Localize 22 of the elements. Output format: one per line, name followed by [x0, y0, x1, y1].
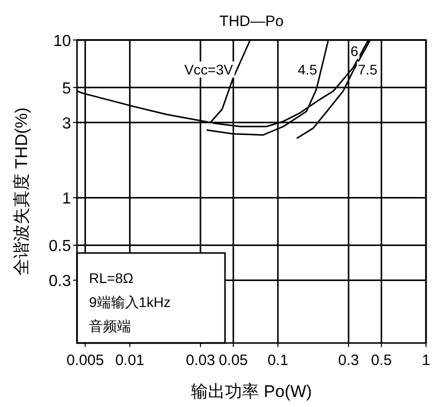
x-tick-label: 0.3: [338, 352, 359, 369]
series-label: 7.5: [358, 62, 378, 78]
x-tick-label: 1: [422, 352, 430, 369]
y-tick-label: 0.5: [48, 238, 72, 256]
y-tick-label: 3: [62, 115, 72, 132]
annotation: RL=8Ω 9端输入1kHz 音频端: [89, 270, 171, 334]
x-tick-label: 0.05: [218, 352, 248, 369]
x-tick-label: 0.005: [66, 352, 104, 369]
y-axis-title: 全谐波失真度 THD(%): [12, 107, 31, 276]
chart-title: THD—Po: [219, 13, 284, 30]
y-tick-label: 10: [53, 33, 72, 50]
x-tick-label: 0.5: [370, 352, 392, 369]
y-tick-label: 5: [62, 80, 72, 98]
x-tick-label: 0.01: [115, 352, 144, 369]
y-tick-label: 1: [62, 190, 72, 208]
y-tick-label: 0.3: [48, 273, 72, 290]
x-tick-label: 0.03: [186, 352, 216, 369]
x-tick-label: 0.1: [267, 352, 288, 369]
series-label: 6: [350, 43, 358, 60]
x-axis-title: 输出功率 Po(W): [191, 382, 312, 401]
series-label: Vcc=3V: [184, 62, 234, 78]
series-label: 4.5: [298, 62, 318, 78]
